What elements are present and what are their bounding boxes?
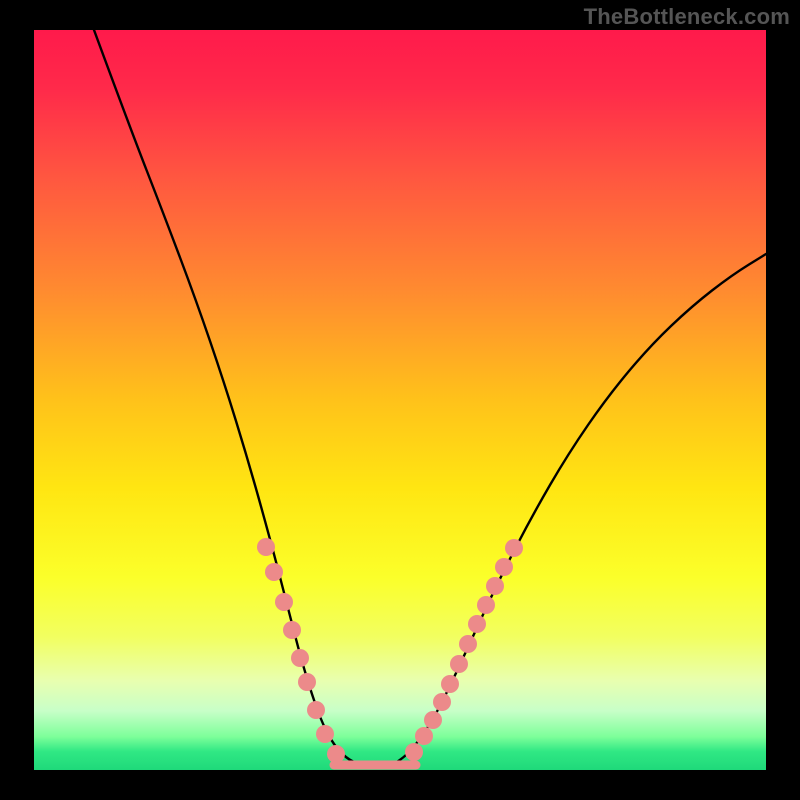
marker-dot: [307, 701, 325, 719]
marker-dot: [505, 539, 523, 557]
marker-dot: [495, 558, 513, 576]
marker-dot: [316, 725, 334, 743]
marker-dot: [415, 727, 433, 745]
marker-dot: [433, 693, 451, 711]
marker-dot: [283, 621, 301, 639]
plot-area: [34, 30, 766, 770]
marker-dot: [265, 563, 283, 581]
marker-dot: [486, 577, 504, 595]
watermark-text: TheBottleneck.com: [584, 4, 790, 30]
marker-dot: [405, 743, 423, 761]
gradient-background: [34, 30, 766, 770]
chart-frame: TheBottleneck.com: [0, 0, 800, 800]
marker-dot: [459, 635, 477, 653]
marker-dot: [450, 655, 468, 673]
marker-dot: [441, 675, 459, 693]
marker-dot: [327, 745, 345, 763]
marker-dot: [468, 615, 486, 633]
marker-dot: [257, 538, 275, 556]
marker-dot: [298, 673, 316, 691]
chart-svg: [34, 30, 766, 770]
marker-dot: [424, 711, 442, 729]
marker-dot: [291, 649, 309, 667]
marker-dot: [477, 596, 495, 614]
marker-dot: [275, 593, 293, 611]
